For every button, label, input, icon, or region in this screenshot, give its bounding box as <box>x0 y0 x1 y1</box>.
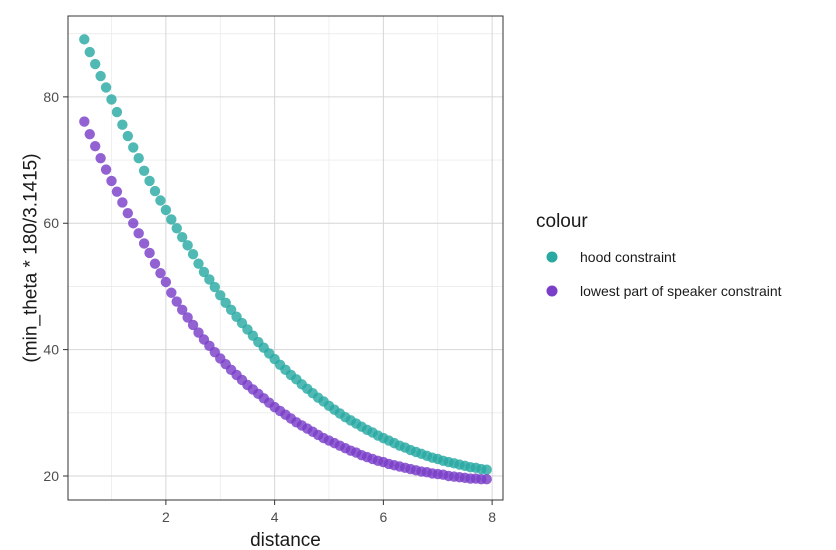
data-point <box>160 204 172 216</box>
data-point <box>155 195 166 206</box>
data-point <box>122 130 134 142</box>
data-point <box>187 319 199 331</box>
series-hood-constraint <box>79 34 492 475</box>
data-point <box>176 231 188 243</box>
x-tick-label: 8 <box>488 509 496 525</box>
axis-ticks: 2 4 6 8 20 40 60 80 <box>43 89 496 525</box>
data-point <box>138 238 150 249</box>
y-axis-title: (min_theta * 180/3.1415) <box>21 153 42 362</box>
data-point <box>106 94 117 105</box>
data-point <box>133 228 144 239</box>
x-tick-label: 2 <box>162 509 170 525</box>
data-point <box>481 473 492 485</box>
data-point <box>166 287 177 298</box>
data-point <box>89 58 101 70</box>
data-point <box>100 164 112 175</box>
x-axis-title: distance <box>250 530 321 550</box>
data-point <box>176 304 188 316</box>
data-point <box>122 207 134 219</box>
data-point <box>128 142 139 153</box>
legend-item: hood constraint <box>546 249 676 265</box>
y-tick-label: 80 <box>43 89 59 105</box>
data-point <box>111 106 123 118</box>
data-point <box>111 186 123 197</box>
legend-label: lowest part of speaker constraint <box>580 283 782 299</box>
data-point <box>95 152 106 164</box>
grid <box>68 16 503 500</box>
x-tick-label: 6 <box>379 509 387 525</box>
panel-border <box>67 15 504 501</box>
data-point <box>84 128 95 140</box>
data-point <box>89 140 101 152</box>
y-tick-label: 20 <box>43 468 59 484</box>
data-point <box>215 290 226 301</box>
data-point <box>193 258 204 269</box>
data-point <box>198 266 210 278</box>
legend-key <box>546 285 558 297</box>
data-point <box>84 46 95 58</box>
data-point <box>144 175 155 187</box>
data-points <box>79 34 492 485</box>
data-point <box>79 116 90 127</box>
x-tick-label: 4 <box>271 509 279 525</box>
data-point <box>117 197 128 208</box>
data-point <box>128 218 139 229</box>
data-point <box>166 214 177 225</box>
data-point <box>149 185 161 197</box>
legend-items: hood constraint lowest part of speaker co… <box>546 249 782 299</box>
data-point <box>182 312 193 323</box>
data-point <box>171 223 182 234</box>
y-tick-label: 60 <box>43 215 59 231</box>
data-point <box>209 281 221 293</box>
data-point <box>133 152 144 164</box>
legend-key <box>546 251 558 263</box>
data-point <box>182 240 193 251</box>
data-point <box>481 464 492 475</box>
data-point <box>171 296 182 307</box>
y-tick-label: 40 <box>43 342 59 358</box>
data-point <box>155 267 166 279</box>
data-point <box>149 258 161 269</box>
legend: colour hood constraint lowest part of spe… <box>536 211 782 299</box>
data-point <box>95 70 106 82</box>
data-point <box>106 175 117 187</box>
legend-title: colour <box>536 211 588 232</box>
data-point <box>117 119 128 130</box>
data-point <box>100 82 112 93</box>
data-point <box>204 274 215 285</box>
data-point <box>160 276 172 288</box>
data-point <box>138 165 150 177</box>
legend-label: hood constraint <box>580 249 676 265</box>
data-point <box>187 249 199 260</box>
legend-item: lowest part of speaker constraint <box>546 283 782 299</box>
series-lowest-part-of-speaker-constraint <box>79 116 492 485</box>
data-point <box>144 247 155 259</box>
data-point <box>79 34 90 45</box>
